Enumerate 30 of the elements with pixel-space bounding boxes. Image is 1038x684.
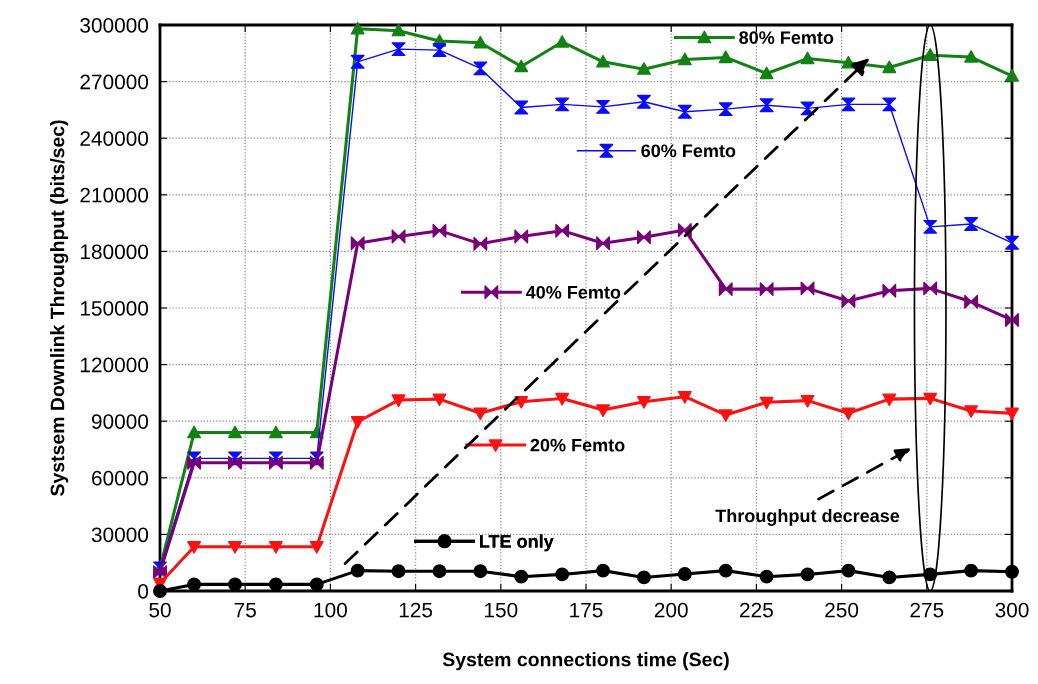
- y-tick-label: 120000: [80, 357, 149, 373]
- legend-label: LTE only: [480, 534, 554, 552]
- y-tick-label: 0: [138, 584, 149, 599]
- x-tick-label: 125: [399, 602, 433, 618]
- x-tick-label: 200: [654, 602, 688, 618]
- x-tick-label: 100: [314, 602, 347, 618]
- legend-label: 60% Femto: [641, 144, 736, 158]
- legend-label: 80% Femto: [739, 31, 834, 44]
- x-tick-label: 150: [485, 602, 518, 618]
- x-tick-label: 225: [740, 602, 773, 618]
- legend-label: 20% Femto: [530, 438, 625, 452]
- y-tick-label: 150000: [80, 301, 149, 316]
- y-tick-label: 300000: [80, 18, 149, 33]
- y-tick-label: 270000: [80, 74, 149, 90]
- y-tick-label: 240000: [80, 131, 149, 146]
- y-tick-label: 30000: [91, 527, 149, 543]
- x-tick-label: 275: [910, 602, 944, 618]
- x-tick-label: 175: [570, 602, 603, 618]
- y-tick-label: 210000: [80, 187, 149, 203]
- x-axis-title: System connections time (Sec): [442, 652, 729, 671]
- x-tick-label: 250: [825, 602, 859, 618]
- y-axis-title: Systsem Downlink Throughput (bits/sec): [50, 120, 69, 496]
- x-tick-label: 50: [149, 602, 171, 618]
- y-tick-label: 90000: [91, 414, 149, 429]
- y-tick-label: 60000: [92, 470, 149, 486]
- x-tick-label: 300: [995, 602, 1029, 618]
- annotation: Throughput decrease: [715, 508, 900, 526]
- y-tick-label: 180000: [80, 244, 149, 260]
- legend-label: 40% Femto: [525, 285, 621, 299]
- x-tick-label: 75: [234, 602, 256, 618]
